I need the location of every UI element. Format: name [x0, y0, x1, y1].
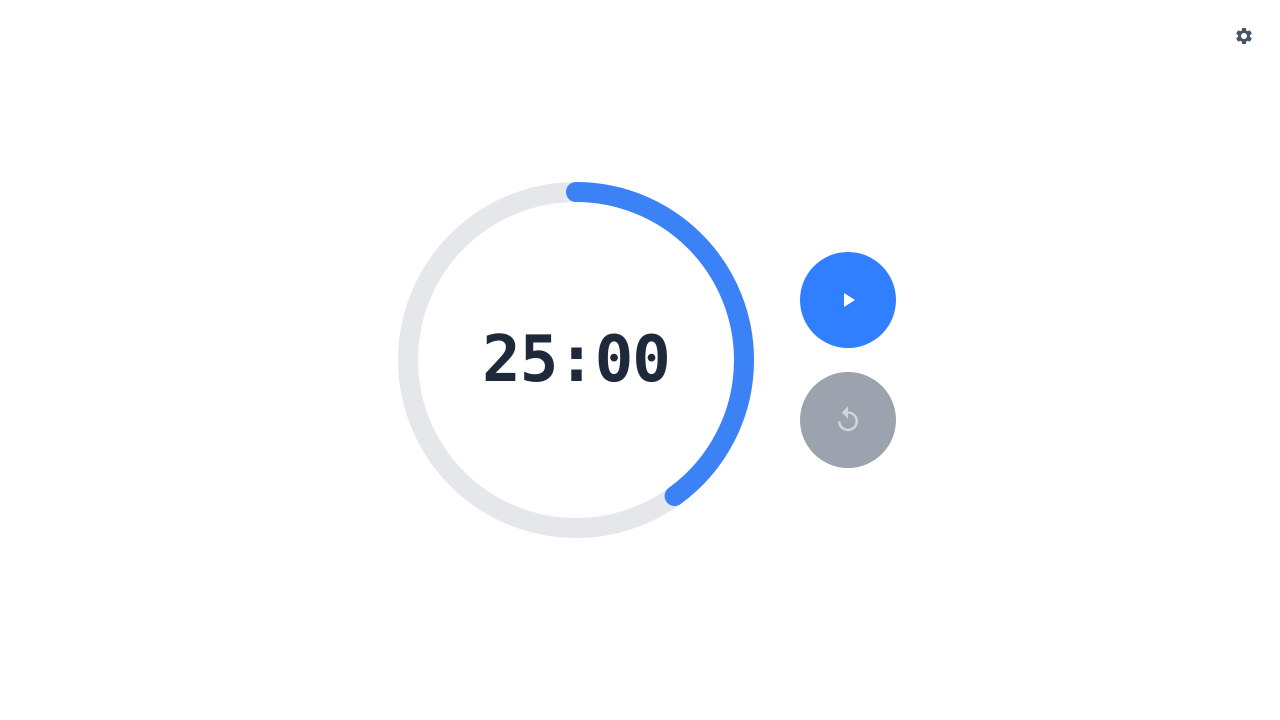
reset-button[interactable]	[800, 372, 896, 468]
timer-ring: 25:00	[396, 180, 756, 540]
settings-button[interactable]	[1232, 24, 1256, 48]
play-icon	[844, 293, 855, 307]
time-display: 25:00	[482, 323, 671, 397]
gear-icon	[1236, 27, 1252, 44]
play-button[interactable]	[800, 252, 896, 348]
progress-ring	[398, 182, 754, 538]
reset-icon	[838, 406, 858, 432]
progress-arc	[398, 182, 754, 538]
